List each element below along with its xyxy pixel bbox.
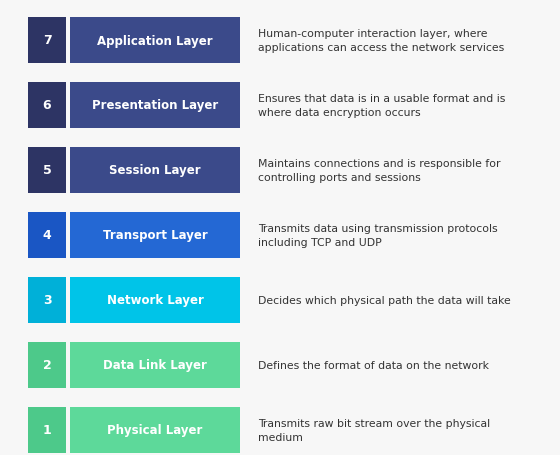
Text: Decides which physical path the data will take: Decides which physical path the data wil… <box>258 295 511 305</box>
Text: 4: 4 <box>43 229 52 242</box>
Text: Ensures that data is in a usable format and is
where data encryption occurs: Ensures that data is in a usable format … <box>258 94 505 117</box>
Text: Session Layer: Session Layer <box>109 164 201 177</box>
Text: Physical Layer: Physical Layer <box>108 424 203 436</box>
Bar <box>28 407 66 453</box>
Text: Defines the format of data on the network: Defines the format of data on the networ… <box>258 360 489 370</box>
Bar <box>28 342 66 388</box>
Text: Human-computer interaction layer, where
applications can access the network serv: Human-computer interaction layer, where … <box>258 29 504 53</box>
Text: 7: 7 <box>43 35 52 47</box>
Text: 6: 6 <box>43 99 52 112</box>
Text: Transmits raw bit stream over the physical
medium: Transmits raw bit stream over the physic… <box>258 418 490 442</box>
Text: Network Layer: Network Layer <box>106 294 203 307</box>
Bar <box>70 278 240 324</box>
Bar <box>28 278 66 324</box>
Bar <box>70 342 240 388</box>
Text: Transport Layer: Transport Layer <box>102 229 207 242</box>
Bar <box>28 18 66 64</box>
Bar <box>28 83 66 129</box>
Text: Maintains connections and is responsible for
controlling ports and sessions: Maintains connections and is responsible… <box>258 159 501 182</box>
Text: 5: 5 <box>43 164 52 177</box>
Bar <box>70 18 240 64</box>
Bar <box>70 212 240 258</box>
Text: 3: 3 <box>43 294 52 307</box>
Text: Data Link Layer: Data Link Layer <box>103 359 207 372</box>
Bar <box>70 148 240 193</box>
Bar <box>28 148 66 193</box>
Text: Application Layer: Application Layer <box>97 35 213 47</box>
Text: Transmits data using transmission protocols
including TCP and UDP: Transmits data using transmission protoc… <box>258 224 498 247</box>
Text: 1: 1 <box>43 424 52 436</box>
Bar <box>70 407 240 453</box>
Text: Presentation Layer: Presentation Layer <box>92 99 218 112</box>
Text: 2: 2 <box>43 359 52 372</box>
Bar <box>70 83 240 129</box>
Bar <box>28 212 66 258</box>
